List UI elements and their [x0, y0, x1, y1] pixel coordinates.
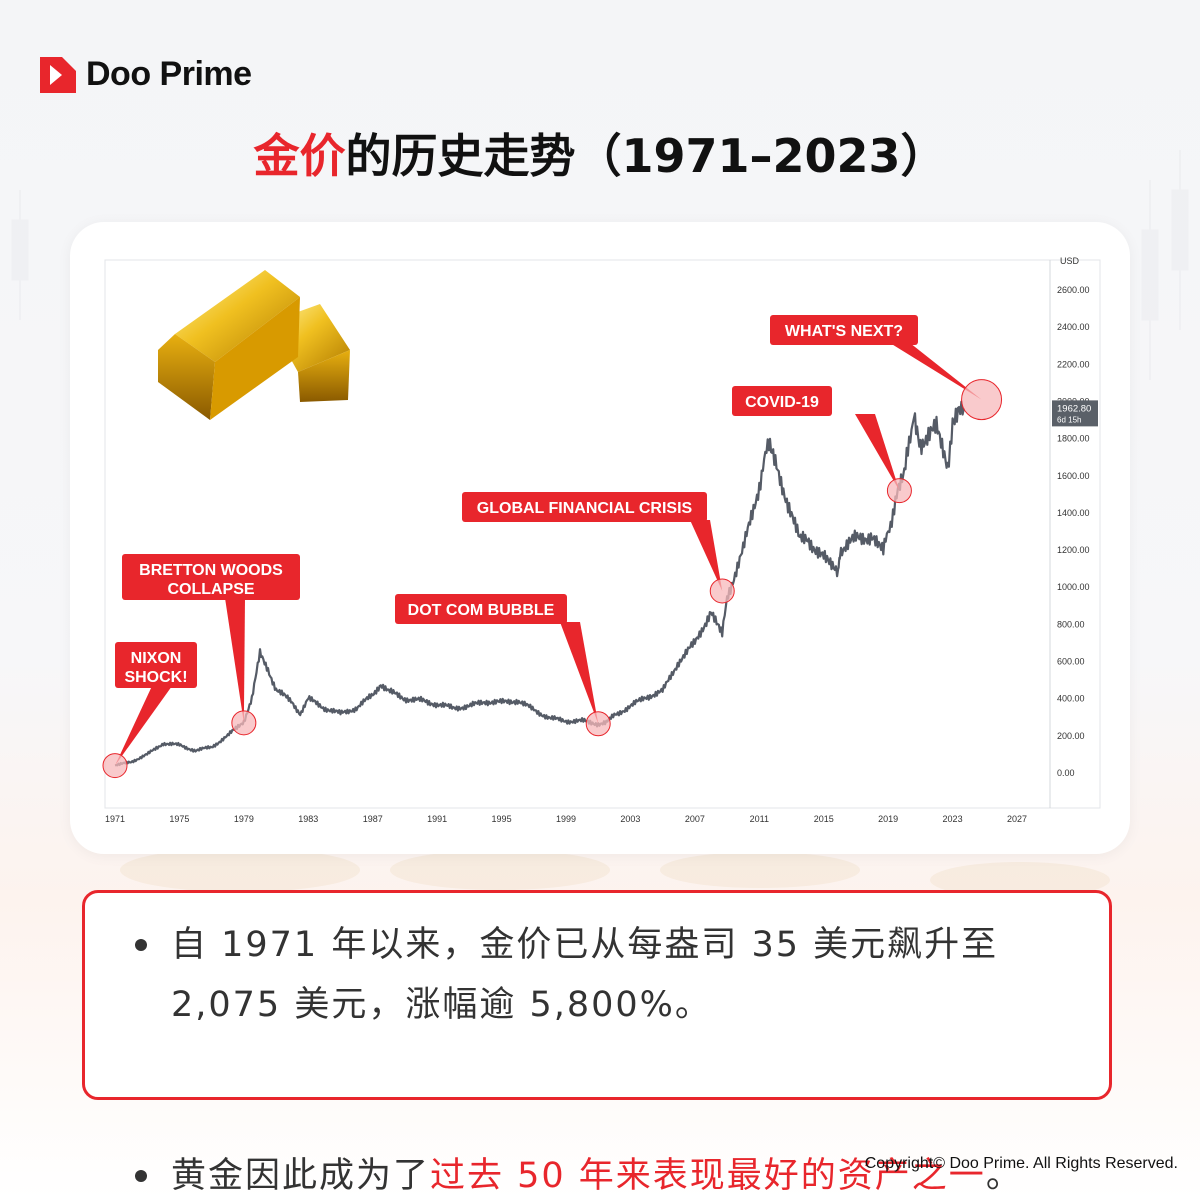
annotation-pointer — [560, 622, 599, 724]
x-tick-label: 1991 — [427, 814, 447, 824]
annotation-label: COVID-19 — [745, 394, 819, 411]
y-tick-label: 600.00 — [1057, 657, 1085, 667]
gold-price-chart: 2600.002400.002200.002000.001800.001600.… — [102, 256, 1101, 824]
y-tick-label: 800.00 — [1057, 619, 1085, 629]
gold-bars-image — [158, 270, 350, 420]
annotation-pointer — [115, 686, 172, 766]
y-tick-label: 2400.00 — [1057, 322, 1090, 332]
last-price-tag: 1962.80 6d 15h — [1052, 400, 1098, 427]
x-tick-label: 2011 — [750, 814, 769, 824]
last-price-countdown: 6d 15h — [1057, 415, 1081, 424]
annotation-label: WHAT'S NEXT? — [785, 323, 903, 340]
x-tick-label: 1971 — [105, 814, 125, 824]
annotation: DOT COM BUBBLE — [395, 594, 611, 737]
annotation-marker — [709, 578, 735, 604]
brand-name: Doo Prime — [86, 55, 252, 93]
info-bullet-1-text: 自 1971 年以来，金价已从每盎司 35 美元飙升至 2,075 美元，涨幅逾… — [171, 925, 999, 1025]
x-tick-label: 2023 — [943, 814, 963, 824]
x-tick-label: 1975 — [169, 814, 189, 824]
y-tick-label: 2200.00 — [1057, 359, 1090, 369]
x-tick-label: 2027 — [1007, 814, 1027, 824]
annotation-marker — [961, 379, 1003, 421]
annotation-label: COLLAPSE — [167, 581, 254, 598]
annotation-marker — [231, 710, 257, 736]
info-bullet-2-text: 黄金因此成为了 — [171, 1156, 431, 1196]
doo-prime-logo-icon — [40, 56, 76, 93]
bullet-dot — [135, 939, 147, 951]
x-tick-label: 2003 — [620, 814, 640, 824]
info-box: 自 1971 年以来，金价已从每盎司 35 美元飙升至 2,075 美元，涨幅逾… — [82, 890, 1112, 1196]
annotation-label-bg — [122, 554, 300, 600]
brand-logo: Doo Prime — [40, 55, 252, 94]
info-bullet-1: 自 1971 年以来，金价已从每盎司 35 美元飙升至 2,075 美元，涨幅逾… — [135, 915, 1075, 1035]
currency-label: USD — [1060, 256, 1080, 266]
annotation-label: GLOBAL FINANCIAL CRISIS — [477, 500, 693, 517]
info-bullet-2-end: 。 — [985, 1156, 1023, 1196]
annotation-pointer — [225, 598, 245, 723]
title-rest: 的历史走势（1971–2023） — [345, 129, 947, 183]
title-highlight: 金价 — [253, 129, 346, 183]
chart-card: 2600.002400.002200.002000.001800.001600.… — [70, 222, 1130, 854]
x-tick-label: 2019 — [878, 814, 898, 824]
x-tick-label: 1995 — [492, 814, 512, 824]
annotation-pointer — [890, 343, 982, 400]
copyright: Copyright© Doo Prime. All Rights Reserve… — [864, 1155, 1178, 1172]
page-title: 金价的历史走势（1971–2023） — [0, 120, 1200, 186]
annotation-label: SHOCK! — [124, 669, 187, 686]
annotation: WHAT'S NEXT? — [770, 315, 1003, 421]
y-tick-label: 1000.00 — [1057, 582, 1090, 592]
annotation: GLOBAL FINANCIAL CRISIS — [462, 492, 735, 604]
info-bullet-2-highlight: 过去 50 年来表现最好的资产之一 — [430, 1156, 986, 1196]
annotation-label-bg — [395, 594, 567, 624]
annotation-label: NIXON — [131, 650, 182, 667]
annotation-label-bg — [115, 642, 197, 688]
y-tick-label: 1400.00 — [1057, 508, 1090, 518]
annotation-marker — [886, 478, 912, 504]
annotation-label-bg — [462, 492, 707, 522]
annotation-label-bg — [770, 315, 918, 345]
annotation-marker — [585, 711, 611, 737]
annotation: COVID-19 — [732, 386, 912, 504]
x-tick-label: 1979 — [234, 814, 254, 824]
annotation-pointer — [855, 414, 900, 491]
y-tick-label: 1200.00 — [1057, 545, 1090, 555]
annotation-label: DOT COM BUBBLE — [408, 602, 555, 619]
x-tick-label: 1983 — [298, 814, 318, 824]
y-tick-label: 0.00 — [1057, 768, 1075, 778]
bullet-dot — [135, 1170, 147, 1182]
annotation-label: BRETTON WOODS — [139, 562, 283, 579]
y-tick-label: 200.00 — [1057, 731, 1085, 741]
annotation: NIXON SHOCK! — [102, 642, 197, 779]
y-tick-label: 400.00 — [1057, 694, 1085, 704]
y-tick-label: 2600.00 — [1057, 285, 1090, 295]
y-tick-label: 1800.00 — [1057, 434, 1090, 444]
price-line — [114, 400, 965, 767]
annotation-label-bg — [732, 386, 832, 416]
last-price: 1962.80 — [1057, 403, 1091, 414]
x-tick-label: 1987 — [363, 814, 383, 824]
x-tick-label: 2007 — [685, 814, 705, 824]
x-tick-label: 1999 — [556, 814, 576, 824]
info-bullet-2: 黄金因此成为了过去 50 年来表现最好的资产之一。 — [135, 1155, 1095, 1197]
annotation: BRETTON WOODS COLLAPSE — [122, 554, 300, 736]
annotation-marker — [102, 753, 128, 779]
x-tick-label: 2015 — [814, 814, 834, 824]
y-tick-label: 1600.00 — [1057, 471, 1090, 481]
